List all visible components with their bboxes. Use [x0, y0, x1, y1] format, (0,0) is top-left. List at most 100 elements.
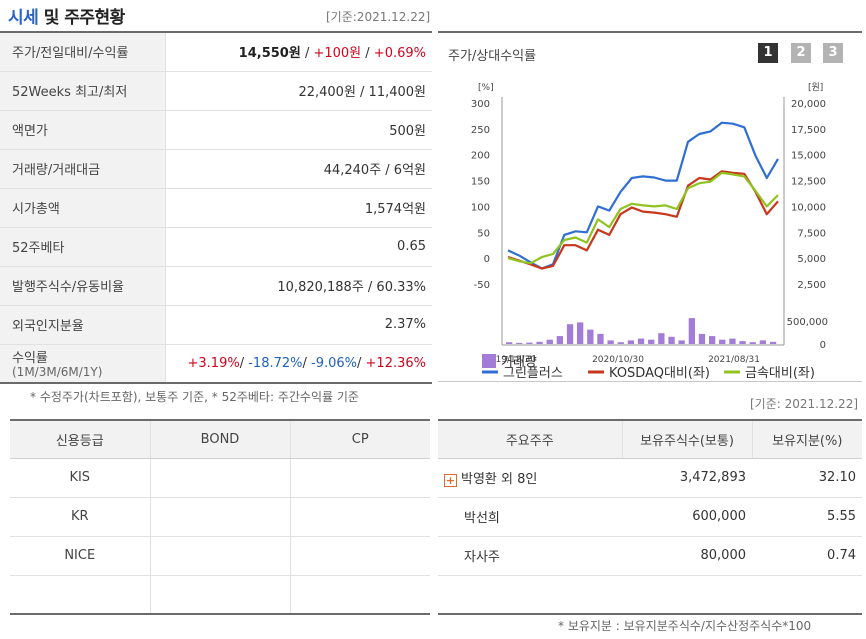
- volume-bar: [648, 339, 655, 344]
- table-row: 외국인지분율 2.37%: [0, 305, 432, 345]
- volume-bar: [698, 333, 706, 344]
- table-row: 자사주 80,000 0.74: [438, 536, 862, 576]
- row-label: 외국인지분율: [0, 305, 166, 345]
- agency-name: KIS: [10, 458, 151, 498]
- volume-bar: [587, 329, 594, 344]
- table-row: KIS: [10, 458, 430, 498]
- series-line-2: [507, 170, 779, 270]
- volume-zero-label: 0: [820, 340, 826, 351]
- volume-bar: [688, 318, 695, 344]
- right-tick-label: 7,500: [797, 228, 826, 239]
- row-value: 2.37%: [165, 305, 432, 345]
- table-row: 52Weeks 최고/최저 22,400원 / 11,400원: [0, 71, 432, 111]
- row-label: 수익률 (1M/3M/6M/1Y): [0, 344, 166, 384]
- volume-bar: [759, 340, 766, 344]
- right-axis-unit: [원]: [808, 82, 823, 93]
- credit-rating-table: 신용등급 BOND CP KIS KR NICE: [10, 419, 430, 615]
- row-value: 500원: [165, 110, 432, 150]
- expand-plus-icon[interactable]: +: [444, 474, 457, 487]
- holder-name[interactable]: + 박영환 외 8인: [438, 458, 622, 498]
- column-header: 주요주주: [438, 420, 623, 459]
- right-tick-label: 10,000: [791, 202, 826, 213]
- table-row: 박선희 600,000 5.55: [438, 497, 862, 537]
- volume-bar: [556, 336, 563, 344]
- row-label: 액면가: [0, 110, 166, 150]
- x-tick-label: 2020/10/30: [592, 355, 644, 365]
- table-row: 52주베타 0.65: [0, 227, 432, 267]
- volume-bar: [709, 336, 716, 344]
- right-tick-label: 2,500: [797, 280, 826, 291]
- table-row: NICE: [10, 536, 430, 576]
- holder-name: 박선희: [438, 497, 622, 537]
- table-row: 주가/전일대비/수익률 14,550원 / +100원 / +0.69%: [0, 32, 432, 72]
- volume-bar: [769, 341, 777, 344]
- left-tick-label: 150: [471, 177, 490, 188]
- holder-shares: 80,000: [622, 536, 752, 576]
- section-title: 시세 및 주주현황: [8, 8, 125, 28]
- base-date: [기준:2021.12.22]: [326, 10, 431, 24]
- holder-name: 자사주: [438, 536, 622, 576]
- holder-shares: 3,472,893: [622, 458, 752, 498]
- row-label: 52Weeks 최고/최저: [0, 71, 166, 111]
- right-tick-label: 15,000: [791, 151, 826, 162]
- holder-percent: 5.55: [752, 497, 862, 537]
- volume-bar: [597, 333, 604, 344]
- volume-bar: [577, 322, 584, 344]
- x-tick-label: 2019/12/30: [484, 355, 536, 365]
- holders-base-date: [기준: 2021.12.22]: [750, 397, 859, 411]
- table-row: 발행주식수/유동비율 10,820,188주 / 60.33%: [0, 266, 432, 306]
- volume-bar: [637, 338, 645, 344]
- left-tick-label: 250: [471, 125, 490, 136]
- legend-label: 그린플러스: [503, 366, 563, 381]
- volume-bar: [607, 340, 614, 344]
- column-header: 보유지분(%): [752, 420, 862, 459]
- legend-volume: 거래량: [482, 351, 537, 370]
- returns-value: +3.19%/ -18.72%/ -9.06%/ +12.36%: [165, 344, 432, 384]
- volume-bar: [668, 336, 675, 344]
- holder-shares: 600,000: [622, 497, 752, 537]
- table-header-row: 신용등급 BOND CP: [10, 420, 430, 459]
- price-chart-panel: 주가/상대수익률 1 2 3 [%] [원] 300 250 200 150 100 50 0 -…: [438, 31, 862, 382]
- volume-tick-label: 500,000: [787, 317, 828, 328]
- left-tick-label: 100: [471, 202, 490, 213]
- legend-swatch-volume: [482, 353, 496, 368]
- row-value: 44,240주 / 6억원: [165, 149, 432, 189]
- volume-bar: [546, 339, 553, 344]
- holder-shares: [622, 575, 752, 615]
- column-header: CP: [290, 420, 430, 459]
- holder-percent: 0.74: [752, 536, 862, 576]
- table-row: 액면가 500원: [0, 110, 432, 150]
- chart-page-1-button[interactable]: 1: [758, 43, 778, 63]
- agency-name: KR: [10, 497, 151, 537]
- table-header-row: 주요주주 보유주식수(보통) 보유지분(%): [438, 420, 862, 459]
- right-tick-label: 17,500: [791, 125, 826, 136]
- table-row: 수익률 (1M/3M/6M/1Y) +3.19%/ -18.72%/ -9.06%…: [0, 344, 432, 384]
- chart-title: 주가/상대수익률: [448, 49, 537, 64]
- row-label: 발행주식수/유동비율: [0, 266, 166, 306]
- row-value: 1,574억원: [165, 188, 432, 228]
- price-value: 14,550원 / +100원 / +0.69%: [165, 32, 432, 72]
- row-value: 0.65: [165, 227, 432, 267]
- table-row: + 박영환 외 8인 3,472,893 32.10: [438, 458, 862, 498]
- volume-bar: [526, 342, 533, 344]
- volume-bar: [617, 342, 624, 344]
- legend-label: 거래량: [501, 355, 537, 370]
- row-label: 52주베타: [0, 227, 166, 267]
- right-tick-label: 12,500: [791, 177, 826, 188]
- right-tick-label: 20,000: [791, 99, 826, 110]
- row-label: 시가총액: [0, 188, 166, 228]
- legend-label: KOSDAQ대비(좌): [609, 366, 710, 381]
- major-shareholders-table: 주요주주 보유주식수(보통) 보유지분(%) + 박영환 외 8인 3,472,8…: [438, 419, 862, 615]
- chart-page-2-button[interactable]: 2: [791, 43, 811, 63]
- row-label: 주가/전일대비/수익률: [0, 32, 166, 72]
- x-tick-label: 2021/08/31: [708, 355, 760, 365]
- agency-name: [10, 575, 151, 615]
- series-line-3: [507, 171, 779, 265]
- left-tick-label: 50: [477, 228, 490, 239]
- volume-bar: [566, 324, 574, 344]
- quote-table: 주가/전일대비/수익률 14,550원 / +100원 / +0.69% 52W…: [0, 31, 432, 384]
- right-tick-label: 5,000: [797, 254, 826, 265]
- volume-bar: [536, 341, 543, 344]
- series-line-1: [507, 121, 779, 270]
- chart-page-3-button[interactable]: 3: [823, 43, 843, 63]
